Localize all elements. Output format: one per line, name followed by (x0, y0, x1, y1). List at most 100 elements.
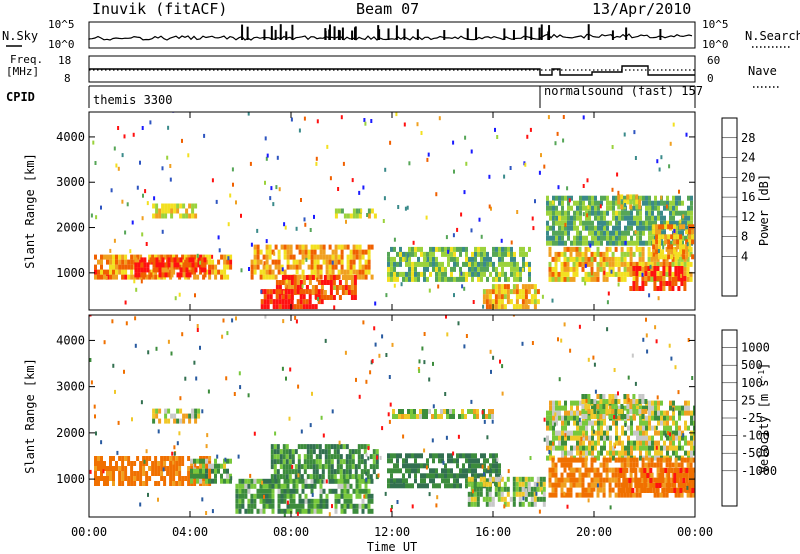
heatmap-cell (428, 409, 431, 414)
heatmap-cell (567, 225, 570, 231)
heatmap-cell (672, 410, 675, 416)
heatmap-cell (350, 285, 354, 290)
heatmap-cell (462, 246, 465, 252)
heatmap-cell (253, 431, 256, 436)
heatmap-cell (470, 501, 474, 507)
heatmap-cell (606, 195, 609, 201)
heatmap-cell (324, 444, 328, 450)
heatmap-cell (611, 409, 615, 414)
heatmap-cell (678, 440, 681, 446)
heatmap-cell (474, 261, 477, 267)
heatmap-cell (603, 195, 606, 201)
heatmap-cell (569, 477, 573, 483)
heatmap-cell (674, 492, 678, 498)
heatmap-cell (594, 210, 597, 216)
heatmap-cell (605, 404, 609, 409)
heatmap-cell (603, 440, 606, 446)
heatmap-cell (103, 466, 106, 471)
heatmap-cell (482, 289, 486, 295)
heatmap-cell (582, 205, 585, 211)
heatmap-cell (473, 496, 477, 502)
heatmap-cell (199, 468, 202, 474)
heatmap-cell (176, 203, 180, 209)
heatmap-cell (299, 289, 303, 295)
heatmap-cell (361, 488, 365, 494)
heatmap-cell (494, 481, 498, 487)
heatmap-cell (421, 346, 424, 351)
heatmap-cell (549, 405, 552, 411)
heatmap-cell (319, 264, 323, 270)
heatmap-cell (549, 420, 552, 426)
heatmap-cell (597, 210, 600, 216)
heatmap-cell (420, 463, 423, 469)
heatmap-cell (199, 456, 203, 461)
heatmap-cell (561, 235, 564, 241)
heatmap-cell (642, 405, 645, 411)
heatmap-cell (654, 440, 657, 446)
heatmap-cell (648, 405, 651, 411)
heatmap-cell (578, 246, 582, 252)
heatmap-cell (690, 215, 693, 221)
heatmap-cell (625, 483, 629, 488)
heatmap-cell (279, 459, 283, 465)
heatmap-cell (390, 276, 393, 282)
heatmap-cell (405, 261, 408, 267)
heatmap-cell (611, 394, 615, 399)
heatmap-cell (231, 318, 234, 323)
heatmap-cell (561, 425, 564, 431)
heatmap-cell (662, 266, 666, 271)
heatmap-cell (618, 450, 621, 456)
heatmap-cell (561, 445, 564, 451)
heatmap-cell (297, 444, 301, 450)
heatmap-cell (112, 476, 115, 481)
heatmap-cell (661, 473, 665, 478)
heatmap-cell (446, 414, 449, 419)
heatmap-cell (259, 274, 263, 280)
heatmap-cell (614, 482, 618, 488)
heatmap-cell (432, 404, 435, 409)
heatmap-cell (617, 261, 621, 267)
heatmap-cell (118, 456, 122, 461)
heatmap-cell (178, 431, 181, 436)
heatmap-cell (172, 476, 176, 481)
heatmap-cell (662, 457, 666, 463)
heatmap-cell (470, 149, 473, 154)
heatmap-cell (444, 473, 447, 479)
heatmap-cell (578, 261, 582, 267)
heatmap-cell (690, 220, 693, 226)
heatmap-cell (193, 360, 196, 365)
heatmap-cell (206, 433, 209, 438)
heatmap-cell (575, 477, 579, 483)
heatmap-cell (161, 213, 165, 219)
heatmap-cell (501, 271, 504, 277)
heatmap-cell (680, 281, 684, 286)
heatmap-cell (606, 435, 609, 441)
heatmap-cell (684, 425, 687, 431)
heatmap-cell (541, 294, 544, 299)
heatmap-cell (196, 274, 200, 280)
heatmap-cell (130, 274, 134, 280)
heatmap-cell (290, 285, 294, 290)
heatmap-cell (492, 453, 495, 459)
heatmap-cell (482, 294, 486, 300)
heatmap-cell (316, 508, 320, 514)
heatmap-cell (638, 409, 642, 414)
heatmap-cell (121, 264, 125, 270)
heatmap-cell (558, 377, 561, 382)
heatmap-cell (318, 449, 322, 455)
heatmap-cell (665, 477, 669, 483)
heatmap-cell (349, 254, 353, 260)
heatmap-cell (524, 289, 528, 295)
heatmap-cell (173, 445, 176, 450)
heatmap-cell (655, 478, 659, 483)
heatmap-cell (418, 359, 421, 364)
heatmap-cell (459, 483, 462, 489)
heatmap-cell (567, 195, 570, 201)
heatmap-cell (149, 257, 153, 263)
heatmap-cell (109, 264, 112, 270)
heatmap-cell (259, 478, 263, 484)
heatmap-cell (215, 199, 218, 204)
heatmap-cell (372, 449, 376, 455)
heatmap-cell (504, 246, 507, 252)
heatmap-cell (286, 249, 290, 255)
